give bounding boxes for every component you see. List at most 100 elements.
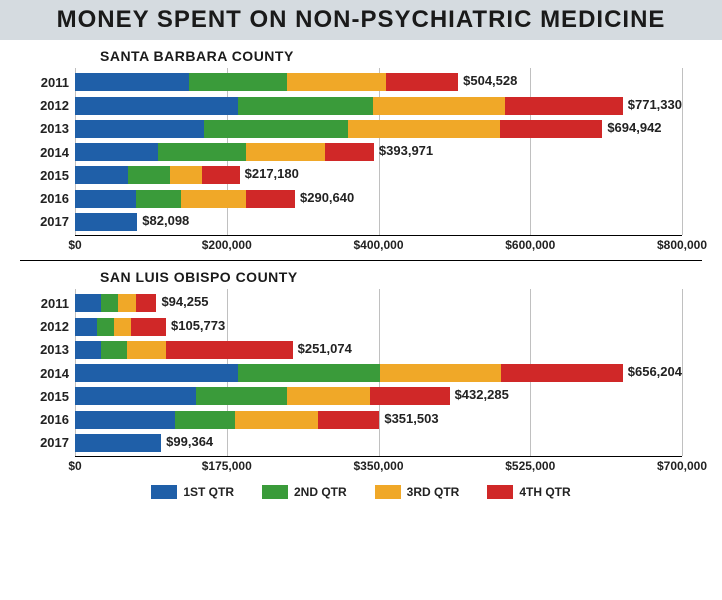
- bar-segment-q2: [97, 318, 114, 336]
- gridline: [682, 68, 683, 235]
- bar-row: 2011$504,528: [75, 73, 682, 91]
- total-label: $99,364: [166, 434, 213, 452]
- bar-segment-q1: [75, 294, 101, 312]
- bar-segment-q3: [246, 143, 326, 161]
- bar-segment-q1: [75, 387, 196, 405]
- bar-segment-q1: [75, 143, 158, 161]
- bar-segment-q3: [114, 318, 131, 336]
- chart-subtitle: SAN LUIS OBISPO COUNTY: [100, 269, 702, 285]
- total-label: $251,074: [298, 341, 352, 359]
- title-bar: MONEY SPENT ON NON-PSYCHIATRIC MEDICINE: [0, 0, 722, 40]
- bar-segment-q1: [75, 341, 101, 359]
- total-label: $217,180: [245, 166, 299, 184]
- bar-segment-q4: [386, 73, 458, 91]
- bar-segment-q1: [75, 364, 238, 382]
- bar-segment-q1: [75, 318, 97, 336]
- chart-subtitle: SANTA BARBARA COUNTY: [100, 48, 702, 64]
- year-label: 2012: [27, 98, 69, 113]
- total-label: $656,204: [628, 364, 682, 382]
- total-label: $290,640: [300, 190, 354, 208]
- bar-segment-q3: [235, 411, 317, 429]
- chart-1: SAN LUIS OBISPO COUNTY2011$94,2552012$10…: [0, 269, 722, 479]
- total-label: $351,503: [384, 411, 438, 429]
- bar-segment-q2: [238, 97, 373, 115]
- bar-segment-q3: [373, 97, 504, 115]
- x-tick-label: $800,000: [657, 238, 707, 252]
- bar-row: 2015$217,180: [75, 166, 682, 184]
- bar-segment-q4: [246, 190, 295, 208]
- bar-segment-q3: [287, 387, 369, 405]
- total-label: $105,773: [171, 318, 225, 336]
- bar-row: 2015$432,285: [75, 387, 682, 405]
- bar-segment-q3: [380, 364, 501, 382]
- bar-segment-q2: [101, 341, 127, 359]
- bar-row: 2014$656,204: [75, 364, 682, 382]
- year-label: 2014: [27, 366, 69, 381]
- bar-row: 2016$290,640: [75, 190, 682, 208]
- bar-segment-q3: [127, 341, 166, 359]
- bar-segment-q1: [75, 166, 128, 184]
- bar-row: 2016$351,503: [75, 411, 682, 429]
- bar-segment-q4: [325, 143, 374, 161]
- bar-row: 2014$393,971: [75, 143, 682, 161]
- bar-segment-q2: [136, 190, 182, 208]
- bar-segment-q1: [75, 213, 137, 231]
- bar-segment-q2: [238, 364, 380, 382]
- bar-segment-q3: [287, 73, 386, 91]
- legend: 1ST QTR2ND QTR3RD QTR4TH QTR: [0, 485, 722, 499]
- bar-segment-q4: [202, 166, 240, 184]
- legend-swatch: [262, 485, 288, 499]
- legend-item: 4TH QTR: [487, 485, 570, 499]
- plot-area: 2011$504,5282012$771,3302013$694,9422014…: [75, 68, 682, 236]
- bar-segment-q4: [131, 318, 166, 336]
- total-label: $432,285: [455, 387, 509, 405]
- year-label: 2013: [27, 342, 69, 357]
- x-axis: $0$175,000$350,000$525,000$700,000: [75, 457, 682, 479]
- year-label: 2017: [27, 435, 69, 450]
- bar-segment-q1: [75, 434, 161, 452]
- bar-segment-q4: [505, 97, 623, 115]
- x-tick-label: $0: [68, 459, 81, 473]
- bar-segment-q4: [501, 364, 623, 382]
- bar-segment-q4: [500, 120, 602, 138]
- legend-item: 2ND QTR: [262, 485, 347, 499]
- bar-segment-q2: [128, 166, 170, 184]
- legend-swatch: [151, 485, 177, 499]
- bar-segment-q1: [75, 411, 175, 429]
- bar-segment-q1: [75, 73, 189, 91]
- legend-swatch: [487, 485, 513, 499]
- total-label: $393,971: [379, 143, 433, 161]
- year-label: 2011: [27, 75, 69, 90]
- x-axis: $0$200,000$400,000$600,000$800,000: [75, 236, 682, 258]
- x-tick-label: $350,000: [353, 459, 403, 473]
- legend-item: 1ST QTR: [151, 485, 234, 499]
- bar-segment-q3: [348, 120, 500, 138]
- year-label: 2013: [27, 121, 69, 136]
- x-tick-label: $700,000: [657, 459, 707, 473]
- bar-row: 2017$82,098: [75, 213, 682, 231]
- year-label: 2015: [27, 168, 69, 183]
- bar-segment-q2: [101, 294, 118, 312]
- chart-0: SANTA BARBARA COUNTY 2011$504,5282012$771…: [0, 48, 722, 258]
- legend-label: 2ND QTR: [294, 485, 347, 499]
- x-tick-label: $600,000: [505, 238, 555, 252]
- bar-segment-q1: [75, 97, 238, 115]
- bar-segment-q2: [189, 73, 288, 91]
- chart-divider: [20, 260, 702, 261]
- legend-label: 1ST QTR: [183, 485, 234, 499]
- year-label: 2016: [27, 412, 69, 427]
- legend-swatch: [375, 485, 401, 499]
- bar-segment-q4: [136, 294, 157, 312]
- bar-row: 2013$694,942: [75, 120, 682, 138]
- bar-segment-q4: [370, 387, 450, 405]
- bar-row: 2012$105,773: [75, 318, 682, 336]
- bar-segment-q3: [181, 190, 245, 208]
- bar-row: 2017$99,364: [75, 434, 682, 452]
- gridline: [682, 289, 683, 456]
- bar-segment-q1: [75, 120, 204, 138]
- x-tick-label: $525,000: [505, 459, 555, 473]
- year-label: 2012: [27, 319, 69, 334]
- bar-row: 2011$94,255: [75, 294, 682, 312]
- bar-segment-q3: [170, 166, 202, 184]
- year-label: 2014: [27, 145, 69, 160]
